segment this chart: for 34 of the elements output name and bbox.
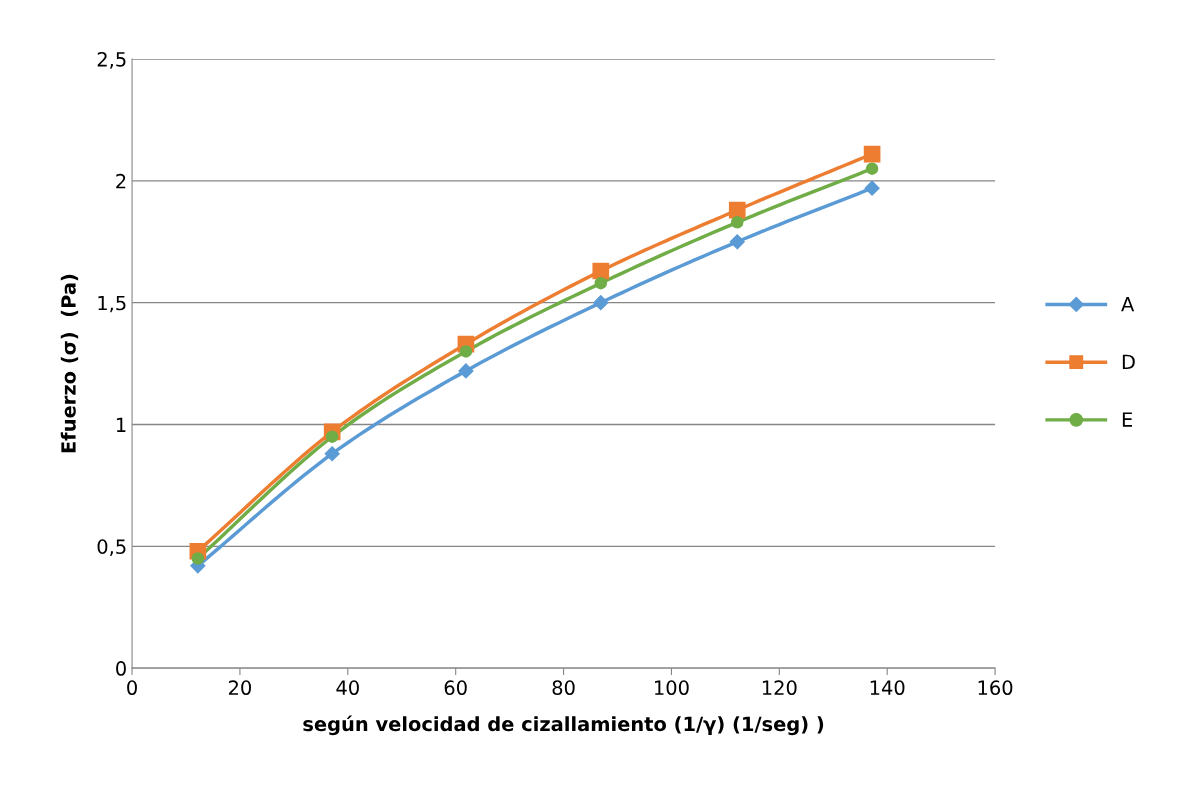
point (594, 276, 608, 290)
x-tick-label: 100 (655, 680, 689, 696)
point (863, 145, 881, 163)
x-tick-label: 60 (444, 680, 467, 696)
x-tick-label: 160 (978, 680, 1013, 696)
x-tick-label: 20 (228, 680, 252, 696)
y-tick-label: 2,5 (97, 51, 126, 69)
legend-label: D (1122, 354, 1135, 369)
point (864, 180, 880, 196)
y-tick-label: 2 (116, 173, 126, 189)
point (728, 201, 746, 219)
y-axis-title: Efuerzo (σ) (Pa) (60, 274, 79, 453)
legend-label: E (1122, 412, 1133, 427)
x-tick-label: 80 (552, 680, 575, 696)
point (729, 234, 745, 250)
point (325, 430, 339, 443)
x-tick-label: 0 (127, 680, 137, 696)
y-tick-label: 0 (116, 661, 126, 676)
x-tick-label: 120 (762, 680, 797, 696)
point (593, 295, 609, 311)
y-tick-label: 0,5 (97, 539, 126, 556)
point (730, 216, 744, 229)
point (191, 552, 205, 565)
y-tick-label: 1 (116, 417, 126, 432)
point (459, 345, 473, 358)
y-tick-label: 1,5 (98, 295, 126, 313)
point (324, 446, 340, 462)
point (458, 363, 474, 379)
legend-label: A (1121, 297, 1135, 312)
x-tick-label: 40 (336, 680, 359, 696)
point (865, 162, 879, 175)
point (592, 262, 610, 280)
x-tick-label: 140 (870, 680, 905, 696)
x-axis-title: según velocidad de cizallamiento (1/γ) (1/seg) ) (303, 715, 824, 736)
